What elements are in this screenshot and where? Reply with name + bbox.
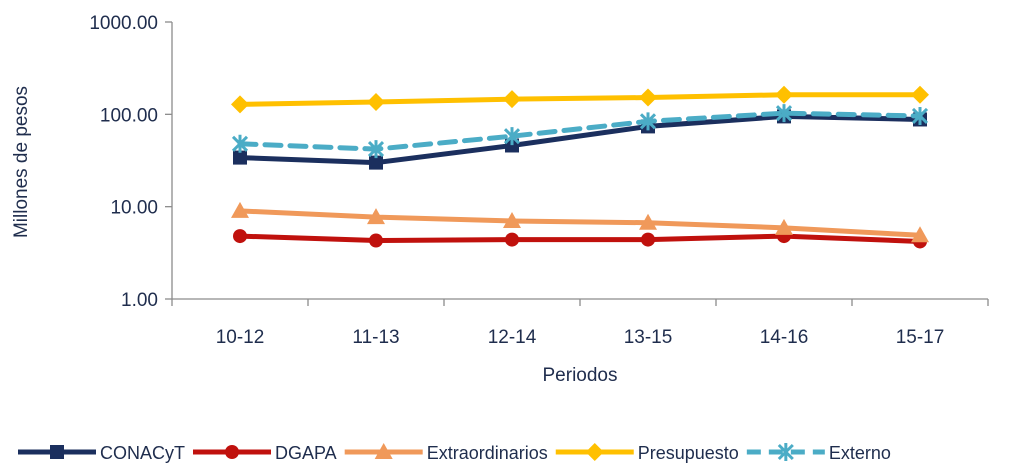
legend-item: Externo	[746, 443, 891, 463]
y-tick-label: 100.00	[100, 105, 158, 126]
data-point	[505, 138, 519, 153]
series-line	[237, 233, 923, 244]
legend-marker	[225, 445, 239, 459]
data-point	[911, 226, 929, 243]
legend-label: CONACyT	[100, 443, 185, 463]
x-tick-label: 12-14	[488, 327, 537, 348]
series-layer	[231, 85, 929, 249]
series-presupuesto	[231, 85, 929, 114]
series-dgapa	[233, 229, 927, 249]
legend-marker	[374, 443, 393, 459]
data-point	[639, 213, 657, 230]
data-point	[367, 93, 385, 112]
data-point	[503, 211, 521, 228]
x-tick-group: 10-12 11-13 12-14 13-15 14-16 15-17	[171, 299, 989, 348]
data-point	[231, 134, 249, 153]
series-line	[237, 110, 923, 152]
x-tick-label: 14-16	[760, 327, 809, 348]
series-line	[237, 92, 923, 107]
data-point	[641, 232, 655, 247]
legend-item: Extraordinarios	[344, 443, 548, 463]
y-tick-label: 1000.00	[89, 13, 158, 34]
y-axis-title: Millones de pesos	[11, 86, 32, 238]
data-point	[367, 208, 385, 225]
y-tick-group: 1.00 10.00 100.00 1000.00	[89, 13, 172, 311]
data-point	[775, 104, 793, 123]
data-point	[503, 90, 521, 109]
data-point	[775, 85, 793, 104]
x-tick-label: 13-15	[624, 327, 673, 348]
series-line	[237, 113, 923, 166]
data-point	[639, 112, 657, 131]
legend-item: CONACyT	[18, 443, 185, 463]
data-point	[367, 140, 385, 159]
legend-label: Externo	[829, 443, 891, 463]
data-point	[369, 155, 383, 170]
data-point	[369, 233, 383, 248]
legend: CONACyT DGAPA Extraordinarios Presupuesto Ex…	[18, 443, 891, 463]
legend-marker	[50, 445, 64, 459]
legend-label: Extraordinarios	[427, 443, 548, 463]
y-tick-label: 10.00	[110, 198, 158, 219]
x-tick-label: 10-12	[216, 327, 265, 348]
data-point	[911, 106, 929, 125]
data-point	[639, 88, 657, 107]
data-point	[231, 95, 249, 114]
x-axis-title: Periodos	[543, 365, 618, 386]
series-externo	[231, 104, 929, 159]
data-point	[775, 218, 793, 235]
legend-item: Presupuesto	[555, 443, 739, 463]
legend-item: DGAPA	[193, 443, 337, 463]
data-point	[505, 232, 519, 247]
x-tick-label: 15-17	[896, 327, 945, 348]
legend-label: DGAPA	[275, 443, 337, 463]
data-point	[503, 127, 521, 146]
series-conacyt	[233, 109, 927, 170]
data-point	[231, 201, 249, 218]
data-point	[233, 229, 247, 244]
y-tick-label: 1.00	[121, 290, 158, 311]
data-point	[233, 150, 247, 165]
legend-marker	[777, 443, 794, 461]
series-line	[237, 208, 923, 238]
legend-label: Presupuesto	[638, 443, 739, 463]
series-extraordinarios	[231, 201, 929, 243]
legend-marker	[585, 443, 604, 461]
data-point	[911, 85, 929, 104]
x-tick-label: 11-13	[352, 327, 399, 348]
